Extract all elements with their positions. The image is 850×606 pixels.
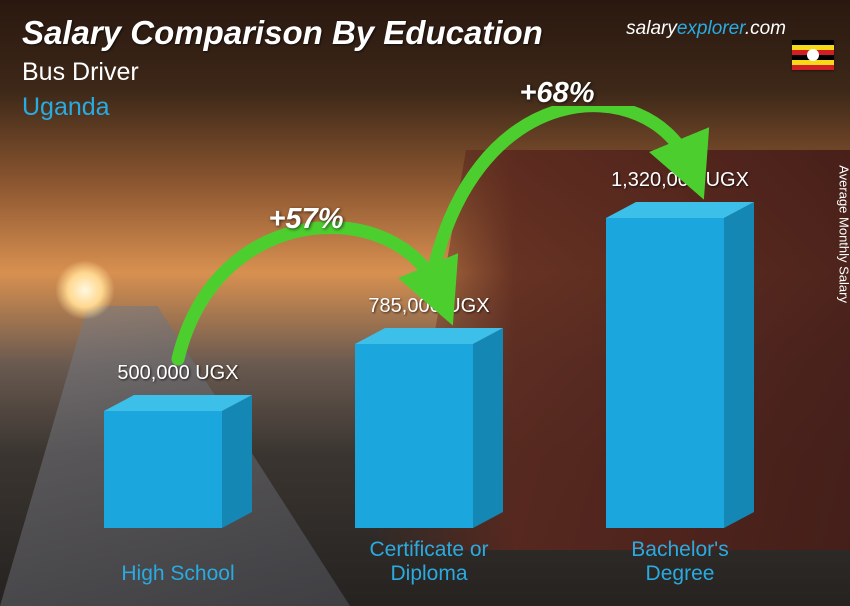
bar-value-label: 500,000 UGX: [73, 362, 283, 385]
bar-chart: 500,000 UGX High School 785,000 UGX Certifi…: [48, 106, 802, 586]
flag-icon: [792, 40, 834, 70]
bar-side: [222, 395, 252, 528]
bar-value-label: 1,320,000 UGX: [575, 169, 785, 192]
flag-emblem: [807, 49, 819, 61]
bar: [104, 395, 252, 528]
increase-percent-label: +68%: [520, 77, 595, 110]
site-label-part-a: salary: [626, 18, 677, 39]
bar-front: [355, 344, 473, 528]
chart-subtitle-occupation: Bus Driver: [22, 58, 828, 87]
site-label-part-c: .com: [745, 18, 786, 39]
flag-stripe: [792, 65, 834, 70]
bar-front: [606, 218, 724, 528]
bar-side: [724, 202, 754, 528]
increase-percent-label: +57%: [269, 203, 344, 236]
bar-value-label: 785,000 UGX: [324, 295, 534, 318]
bar: [355, 328, 503, 528]
bar: [606, 202, 754, 528]
site-label: salaryexplorer.com: [626, 18, 786, 40]
site-label-part-b: explorer: [677, 18, 745, 39]
bar-category-label: High School: [73, 562, 283, 586]
bar-front: [104, 411, 222, 528]
bar-side: [473, 328, 503, 528]
bar-category-label: Bachelor'sDegree: [575, 538, 785, 586]
bar-category-label: Certificate orDiploma: [324, 538, 534, 586]
y-axis-label: Average Monthly Salary: [837, 165, 850, 303]
